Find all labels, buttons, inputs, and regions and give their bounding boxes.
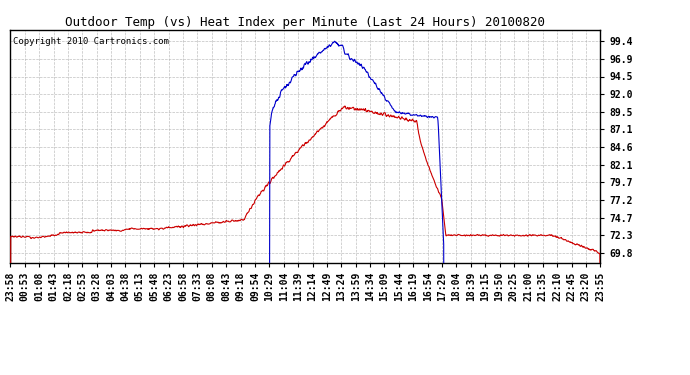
Title: Outdoor Temp (vs) Heat Index per Minute (Last 24 Hours) 20100820: Outdoor Temp (vs) Heat Index per Minute … (66, 16, 545, 29)
Text: Copyright 2010 Cartronics.com: Copyright 2010 Cartronics.com (13, 37, 169, 46)
